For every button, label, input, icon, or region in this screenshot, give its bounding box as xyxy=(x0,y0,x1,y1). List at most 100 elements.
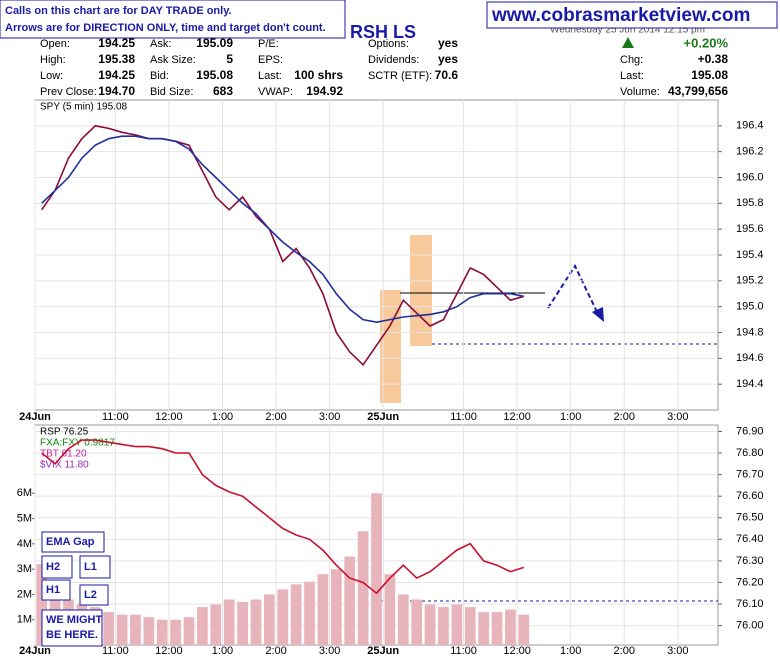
quote-value: 194.92 xyxy=(306,84,343,98)
volume-bar xyxy=(223,599,235,645)
quote-label: Prev Close: xyxy=(40,86,97,98)
volume-bar xyxy=(250,599,262,645)
x-tick-label: 3:00 xyxy=(667,645,688,657)
y2-tick-label: 3M xyxy=(17,563,32,575)
volume-bar xyxy=(384,574,396,645)
x-tick-label: 11:00 xyxy=(450,411,477,423)
quote-value: 195.08 xyxy=(196,68,233,82)
y2-tick-label: 4M xyxy=(17,538,32,550)
volume-bar xyxy=(237,602,248,645)
y-tick-label: 194.6 xyxy=(736,352,764,364)
quote-label: Ask: xyxy=(150,38,171,50)
volume-bar xyxy=(304,581,315,645)
volume-bar xyxy=(491,612,503,645)
y-tick-label: 195.6 xyxy=(736,223,764,235)
note-box xyxy=(41,555,73,579)
quote-value: 683 xyxy=(213,84,233,98)
quote-value: yes xyxy=(438,52,458,66)
quote-value: 195.38 xyxy=(98,52,135,66)
x-tick-label: 3:00 xyxy=(319,411,340,423)
y-tick-label: 194.8 xyxy=(736,326,764,338)
volume-bar xyxy=(183,617,195,645)
volume-bar xyxy=(371,493,382,645)
x-tick-label: 2:00 xyxy=(614,645,635,657)
plots: 194.4 194.6 194.8 195.0 195.2 195.4 195.6 195.8… xyxy=(17,100,764,657)
notice: Arrows are for DIRECTION ONLY, time and … xyxy=(5,22,326,34)
volume-bar xyxy=(210,604,222,645)
legend-entry: $VIX 11.80 xyxy=(40,460,89,471)
url: www.cobrasmarketview.com xyxy=(491,5,750,26)
quote-label: Ask Size: xyxy=(150,54,196,66)
volume-bar xyxy=(344,556,356,645)
quote-value: 195.09 xyxy=(196,36,233,50)
quote-value: 194.25 xyxy=(98,68,135,82)
volume-bar xyxy=(518,614,530,645)
y-tick-label: 196.0 xyxy=(736,171,764,183)
quote-value: 194.70 xyxy=(98,84,135,98)
y-tick-label: 196.4 xyxy=(736,120,764,132)
x-tick-label: 11:00 xyxy=(102,645,129,657)
note-box xyxy=(41,609,103,647)
y-tick-label: 76.70 xyxy=(736,469,764,481)
date: Wednesday 25 Jun 2014 12:15 pm xyxy=(550,25,705,36)
x-tick-label: 25Jun xyxy=(367,411,399,423)
quote-label: Low: xyxy=(40,70,63,82)
quote-label: P/E: xyxy=(258,38,279,50)
volume-bar xyxy=(103,612,115,645)
volume-bar xyxy=(156,619,168,645)
symbol: RSH LS xyxy=(350,22,416,42)
x-tick-label: 24Jun xyxy=(19,645,51,657)
quote-label: Options: xyxy=(368,38,409,50)
x-tick-label: 12:00 xyxy=(503,411,531,423)
x-tick-label: 2:00 xyxy=(265,645,286,657)
volume-bar xyxy=(464,607,476,645)
volume-bar xyxy=(277,589,289,645)
note-box xyxy=(79,555,111,579)
x-tick-label: 2:00 xyxy=(265,411,286,423)
quote-value: +0.38 xyxy=(698,52,729,66)
quote-value: 195.08 xyxy=(691,68,728,82)
note-label: WE MIGHT BE HERE. xyxy=(46,614,102,641)
volume-bar xyxy=(170,619,181,645)
x-tick-label: 1:00 xyxy=(212,411,233,423)
y-tick-label: 195.4 xyxy=(736,249,764,261)
quote-label: Dividends: xyxy=(368,54,419,66)
x-tick-label: 1:00 xyxy=(560,411,581,423)
y-tick-label: 195.8 xyxy=(736,197,764,209)
note-label: L1 xyxy=(84,561,97,573)
y2-tick-label: 1M xyxy=(17,614,32,626)
y-tick-label: 76.40 xyxy=(736,533,764,545)
x-tick-label: 3:00 xyxy=(667,411,688,423)
x-tick-label: 24Jun xyxy=(19,411,51,423)
volume-bar xyxy=(505,609,516,645)
quote-label: Open: xyxy=(40,38,70,50)
direction-arrow xyxy=(547,263,598,313)
note-box xyxy=(41,531,105,553)
volume-bar xyxy=(478,612,489,645)
y-tick-label: 195.0 xyxy=(736,301,764,313)
quote-label: Volume: xyxy=(620,86,660,98)
note-label: EMA Gap xyxy=(46,536,95,548)
volume-bar xyxy=(397,594,409,645)
quote-label: Chg: xyxy=(620,54,643,66)
y-tick-label: 76.60 xyxy=(736,490,764,502)
y-tick-label: 76.90 xyxy=(736,425,764,437)
volume-bar xyxy=(411,599,423,645)
y2-tick-label: 2M xyxy=(17,588,32,600)
volume-bar xyxy=(197,607,208,645)
volume-bar xyxy=(357,531,369,645)
y-tick-label: 76.50 xyxy=(736,512,764,524)
volume-bar xyxy=(116,614,128,645)
x-tick-label: 12:00 xyxy=(155,645,183,657)
volume-bar xyxy=(424,604,436,645)
volume-bar xyxy=(330,569,342,645)
note-label: H1 xyxy=(46,584,60,596)
url-box xyxy=(486,1,778,29)
quote-label: Last: xyxy=(258,70,282,82)
x-tick-label: 3:00 xyxy=(319,645,340,657)
x-tick-label: 1:00 xyxy=(212,645,233,657)
quote-label: High: xyxy=(40,54,66,66)
y-tick-label: 76.30 xyxy=(736,555,764,567)
note-label: H2 xyxy=(46,561,60,573)
